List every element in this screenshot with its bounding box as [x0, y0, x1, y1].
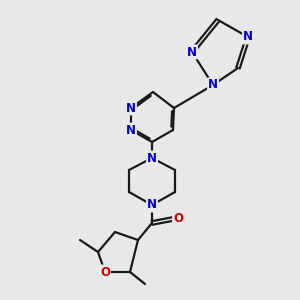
Text: N: N [187, 46, 197, 59]
Text: N: N [208, 79, 218, 92]
Text: N: N [243, 31, 253, 44]
Text: N: N [147, 199, 157, 212]
Text: O: O [100, 266, 110, 278]
Text: N: N [126, 124, 136, 136]
Text: N: N [147, 152, 157, 164]
Text: N: N [126, 101, 136, 115]
Text: O: O [173, 212, 183, 224]
